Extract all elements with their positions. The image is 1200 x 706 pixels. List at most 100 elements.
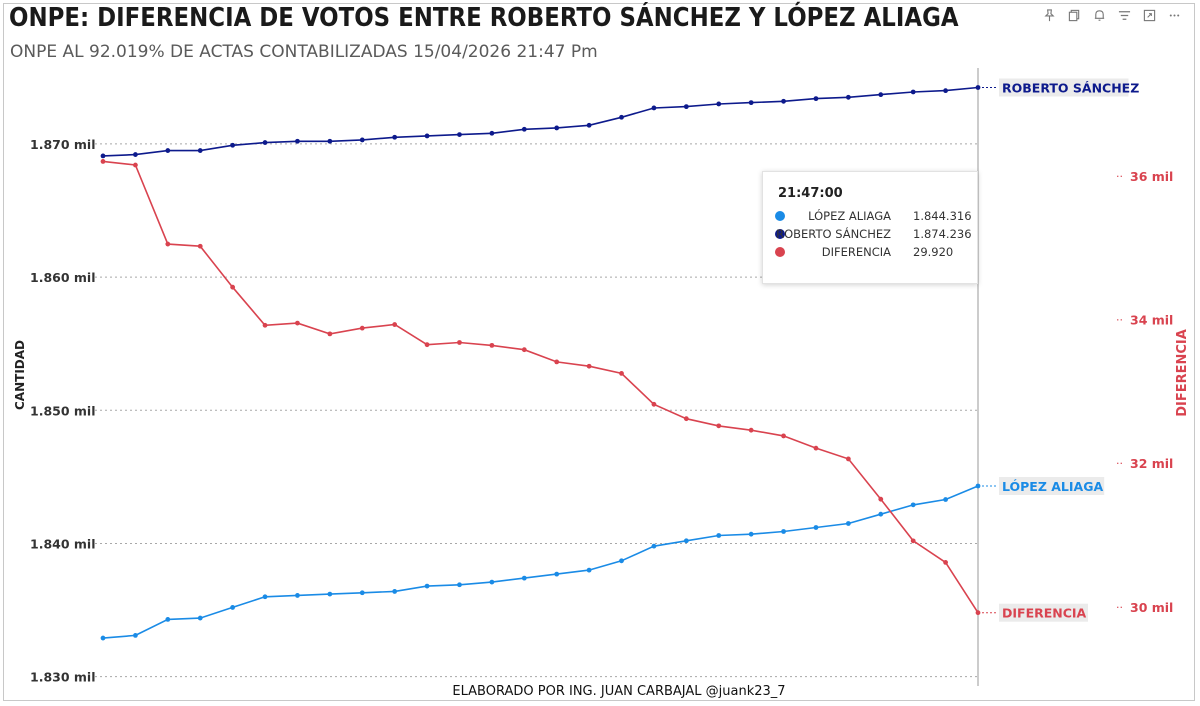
data-point (781, 529, 786, 534)
data-point (359, 590, 365, 596)
data-point (586, 122, 592, 128)
filter-icon[interactable] (1115, 6, 1133, 24)
tooltip-value: 1.874.236 (913, 227, 972, 241)
data-point (910, 89, 916, 95)
tooltip-dot-diferencia (775, 247, 785, 257)
data-point (133, 152, 138, 157)
data-point (489, 130, 495, 136)
tooltip-dot-sanchez (775, 229, 785, 239)
y-right-tick-label: 30 mil (1130, 600, 1173, 615)
data-point (554, 125, 560, 131)
data-point (943, 560, 948, 565)
tooltip-time: 21:47:00 (778, 186, 843, 201)
chart-footer: ELABORADO POR ING. JUAN CARBAJAL @juank2… (452, 684, 785, 699)
data-point (975, 483, 981, 489)
data-point (489, 579, 495, 585)
data-point (457, 582, 462, 588)
data-point (683, 416, 689, 422)
y-right-tick-label: 34 mil (1130, 313, 1173, 328)
data-point (521, 347, 527, 353)
data-point (133, 162, 138, 168)
data-point (197, 243, 203, 249)
data-point (392, 589, 398, 594)
end-label-bg (999, 78, 1129, 97)
data-point (230, 142, 236, 148)
end-label-bg (999, 603, 1088, 622)
data-point (586, 363, 592, 369)
data-point (683, 104, 689, 110)
data-point (165, 617, 171, 622)
data-point (813, 96, 819, 102)
series-end-label: ROBERTO SÁNCHEZ (1002, 80, 1139, 95)
y-right-tick-mark: ·· (1116, 314, 1123, 327)
tooltip-value: 29.920 (913, 245, 954, 259)
data-point (521, 126, 527, 132)
data-point (651, 543, 657, 549)
data-point (619, 114, 624, 120)
data-point (943, 88, 948, 94)
data-point (910, 538, 916, 544)
tooltip-row-sanchez: ROBERTO SÁNCHEZ 1.874.236 (775, 226, 972, 244)
visual-frame (3, 3, 1195, 701)
data-point (781, 433, 786, 439)
data-point (424, 583, 430, 589)
visual-toolbar (1040, 6, 1183, 24)
data-point (845, 94, 851, 100)
series-line-diferencia (102, 160, 979, 614)
data-point (424, 133, 430, 139)
series-end-label: LÓPEZ ALIAGA (1002, 479, 1103, 494)
copy-icon[interactable] (1065, 6, 1083, 24)
data-point (262, 140, 268, 145)
data-point (133, 632, 138, 638)
more-icon[interactable] (1165, 6, 1183, 24)
bell-icon[interactable] (1090, 6, 1108, 24)
tooltip-dot-lopez (775, 211, 785, 221)
data-point (100, 635, 106, 641)
data-point (230, 605, 236, 610)
y-tick-label: 1.860 mil (30, 270, 96, 285)
data-point (845, 456, 851, 462)
y-tick-label: 1.830 mil (30, 670, 96, 685)
data-point (813, 445, 819, 451)
data-point (586, 567, 592, 573)
data-point (165, 241, 171, 247)
data-point (165, 148, 171, 153)
chart-title: ONPE: DIFERENCIA DE VOTOS ENTRE ROBERTO … (9, 3, 959, 33)
data-point (457, 340, 462, 345)
data-point (554, 571, 560, 577)
y-tick-label: 1.840 mil (30, 536, 96, 551)
data-point (748, 427, 754, 433)
pin-icon[interactable] (1040, 6, 1058, 24)
data-point (975, 610, 981, 616)
data-point (943, 497, 948, 502)
y-tick-label: 1.850 mil (30, 403, 96, 418)
data-point (489, 342, 495, 348)
data-point (910, 502, 916, 508)
data-point (392, 322, 398, 327)
expand-icon[interactable] (1140, 6, 1158, 24)
y-right-tick-label: 32 mil (1130, 456, 1173, 471)
data-point (359, 325, 365, 331)
data-point (554, 359, 560, 365)
data-point (878, 92, 884, 98)
data-point (683, 538, 689, 544)
series-end-label: DIFERENCIA (1002, 606, 1087, 621)
data-point (651, 401, 657, 407)
tooltip-name: ROBERTO SÁNCHEZ (776, 227, 891, 241)
data-point (359, 137, 365, 143)
y-tick-label: 1.870 mil (30, 137, 96, 152)
data-point (295, 593, 300, 598)
y-right-tick-mark: ·· (1116, 457, 1123, 470)
data-point (100, 153, 106, 159)
data-point (424, 342, 430, 348)
data-point (295, 320, 300, 326)
y-right-tick-label: 36 mil (1130, 169, 1173, 184)
data-point (457, 132, 462, 137)
data-point (262, 594, 268, 600)
data-point (716, 101, 722, 107)
data-point (295, 138, 300, 144)
data-point (878, 496, 884, 502)
tooltip-row-diferencia: DIFERENCIA 29.920 (775, 244, 971, 262)
